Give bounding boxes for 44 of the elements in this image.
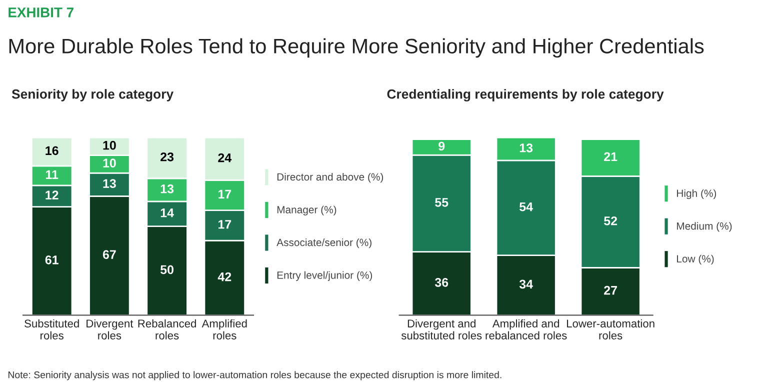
x-tick-label: Rebalanced roles	[138, 319, 196, 340]
chart-title: Credentialing requirements by role category	[387, 89, 664, 102]
legend-label: Low (%)	[677, 254, 714, 265]
data-label: 14	[160, 208, 174, 218]
data-label: 24	[218, 153, 232, 162]
text: Note: Seniority analysis was not applied to lower-automation roles because the expected disruption is more limited.	[8, 371, 502, 380]
data-label: 13	[520, 143, 533, 152]
text: More Durable Roles Tend to Require More Seniority and Higher Credentials	[9, 38, 704, 58]
data-label: 54	[520, 202, 533, 212]
legend-label: Director and above (%)	[277, 172, 384, 183]
data-label: 17	[218, 220, 232, 229]
x-tick-label: Substituted roles	[24, 319, 79, 340]
data-label: 10	[103, 158, 116, 168]
x-tick-label: Lower-automation roles	[567, 319, 654, 340]
data-label: 27	[604, 286, 617, 295]
data-label: 10	[103, 140, 116, 150]
text: EXHIBIT 7	[8, 8, 74, 18]
legend-label: Manager (%)	[277, 206, 336, 216]
data-label: 34	[519, 280, 533, 289]
data-label: 42	[218, 272, 232, 282]
data-label: 12	[46, 190, 58, 200]
text: Entry level/junior (%)	[277, 271, 372, 281]
x-tick-label: Divergent roles	[86, 319, 134, 340]
data-label: 17	[218, 190, 232, 198]
legend-label: High (%)	[677, 189, 716, 200]
data-label: 36	[434, 278, 448, 287]
x-tick-label: Divergent and substituted roles	[401, 319, 482, 340]
data-label: 50	[160, 265, 174, 274]
data-label: 67	[102, 250, 116, 259]
legend-label: Associate/senior (%)	[276, 238, 372, 248]
data-label: 13	[103, 179, 116, 188]
data-label: 9	[438, 142, 445, 151]
data-label: 23	[160, 152, 174, 162]
data-label: 61	[45, 255, 58, 264]
data-label: 16	[46, 146, 58, 156]
x-tick-label: Amplified and rebalanced roles	[486, 319, 567, 340]
data-label: 11	[46, 170, 58, 179]
data-label: 21	[604, 152, 618, 161]
x-tick-label: Amplified roles	[202, 319, 247, 340]
chart-title: Seniority by role category	[12, 89, 174, 102]
data-label: 13	[160, 184, 174, 194]
text: Medium (%)	[677, 222, 732, 232]
data-label: 52	[604, 216, 618, 226]
data-label: 55	[435, 198, 448, 207]
